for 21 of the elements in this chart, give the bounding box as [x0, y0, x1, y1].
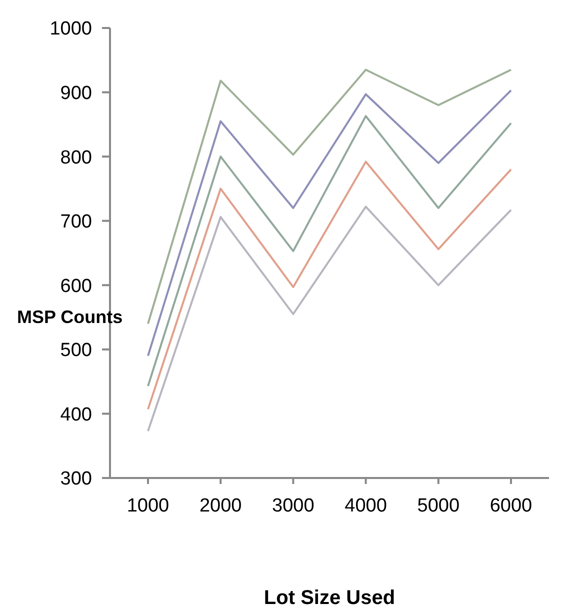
x-tick-label: 5000 — [417, 495, 460, 516]
y-tick-label: 1000 — [50, 18, 92, 40]
line-series — [147, 68, 512, 325]
line-series — [147, 89, 512, 357]
x-tick-label: 4000 — [344, 495, 387, 516]
y-tick-label: 300 — [60, 468, 92, 490]
line-series — [147, 206, 512, 432]
line-series — [147, 115, 512, 388]
x-tick-label: 3000 — [272, 495, 314, 516]
y-tick-label: 600 — [60, 276, 92, 297]
x-tick-label: 2000 — [199, 495, 242, 516]
y-tick-label: 500 — [60, 340, 92, 362]
line-series — [147, 160, 512, 410]
x-tick-label: 1000 — [126, 495, 170, 516]
y-axis-title: MSP Counts — [17, 307, 123, 327]
y-tick-label: 700 — [60, 212, 92, 233]
x-axis-title: Lot Size Used — [264, 587, 396, 609]
y-tick-label: 400 — [60, 404, 92, 426]
x-tick-label: 6000 — [490, 495, 532, 516]
y-tick-label: 800 — [60, 147, 92, 168]
y-tick-label: 900 — [60, 83, 92, 104]
